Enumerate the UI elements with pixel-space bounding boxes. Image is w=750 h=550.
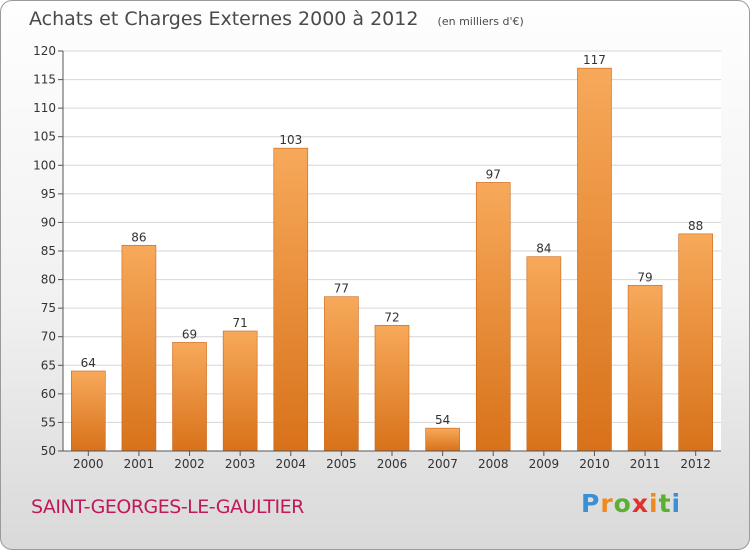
x-tick-label-2009: 2009 (529, 457, 560, 471)
axis-layer: 50 55 60 65 70 75 80 85 90 95 100 105 110 115 120 2000 2… (33, 44, 721, 471)
bar-2011 (627, 284, 663, 452)
x-tick-label-2010: 2010 (579, 457, 610, 471)
data-label-2005: 77 (334, 282, 349, 296)
x-tick-label-2006: 2006 (377, 457, 408, 471)
bar-2009 (526, 256, 562, 452)
y-tick-label: 120 (33, 44, 56, 58)
data-label-2012: 88 (688, 219, 703, 233)
bar-2000 (71, 370, 106, 452)
data-label-2011: 79 (637, 270, 652, 284)
data-label-2010: 117 (583, 53, 606, 67)
data-label-2003: 71 (233, 316, 248, 330)
y-tick-label: 55 (41, 415, 56, 429)
bar-2002 (172, 342, 207, 452)
y-tick-label: 100 (33, 158, 56, 172)
y-tick-label: 65 (41, 358, 56, 372)
data-label-2007: 54 (435, 413, 450, 427)
bars-layer (71, 67, 713, 452)
data-label-2001: 86 (131, 230, 146, 244)
x-tick-label-2012: 2012 (680, 457, 711, 471)
title-row: Achats et Charges Externes 2000 à 2012 (… (29, 8, 524, 30)
x-tick-label-2003: 2003 (225, 457, 256, 471)
y-tick-label: 90 (41, 215, 56, 229)
y-tick-label: 70 (41, 330, 56, 344)
bar-2008 (475, 182, 511, 452)
x-tick-label-2011: 2011 (630, 457, 661, 471)
x-tick-label-2007: 2007 (427, 457, 458, 471)
bar-2003 (222, 330, 258, 452)
data-label-2002: 69 (182, 327, 197, 341)
x-tick-label-2001: 2001 (124, 457, 155, 471)
bar-2001 (121, 244, 157, 452)
y-tick-label: 85 (41, 244, 56, 258)
y-tick-label: 75 (41, 301, 56, 315)
labels-layer: 64 86 69 71 103 77 72 54 97 84 117 79 88 (81, 53, 704, 427)
x-tick-label-2008: 2008 (478, 457, 509, 471)
y-tick-label: 50 (41, 444, 56, 458)
bar-2007 (425, 427, 460, 452)
data-label-2000: 64 (81, 356, 96, 370)
x-tick-label-2004: 2004 (275, 457, 306, 471)
chart-unit: (en milliers d'€) (437, 15, 524, 28)
bar-2012 (678, 233, 713, 452)
bar-2006 (374, 324, 410, 452)
y-tick-label: 110 (33, 101, 56, 115)
data-label-2008: 97 (486, 167, 501, 181)
proxiti-logo[interactable]: Proxiti (581, 489, 682, 518)
bar-2010 (577, 67, 612, 452)
y-tick-label: 115 (33, 73, 56, 87)
bar-2005 (324, 296, 359, 452)
x-tick-label-2005: 2005 (326, 457, 357, 471)
y-tick-label: 95 (41, 187, 56, 201)
commune-name: SAINT-GEORGES-LE-GAULTIER (31, 496, 304, 518)
bar-2004 (273, 147, 309, 452)
data-label-2009: 84 (536, 242, 551, 256)
x-tick-label-2000: 2000 (73, 457, 104, 471)
y-tick-label: 60 (41, 387, 56, 401)
chart-title: Achats et Charges Externes 2000 à 2012 (29, 8, 419, 30)
data-label-2006: 72 (384, 310, 399, 324)
y-tick-label: 80 (41, 273, 56, 287)
data-label-2004: 103 (279, 133, 302, 147)
x-tick-label-2002: 2002 (174, 457, 205, 471)
y-tick-label: 105 (33, 130, 56, 144)
